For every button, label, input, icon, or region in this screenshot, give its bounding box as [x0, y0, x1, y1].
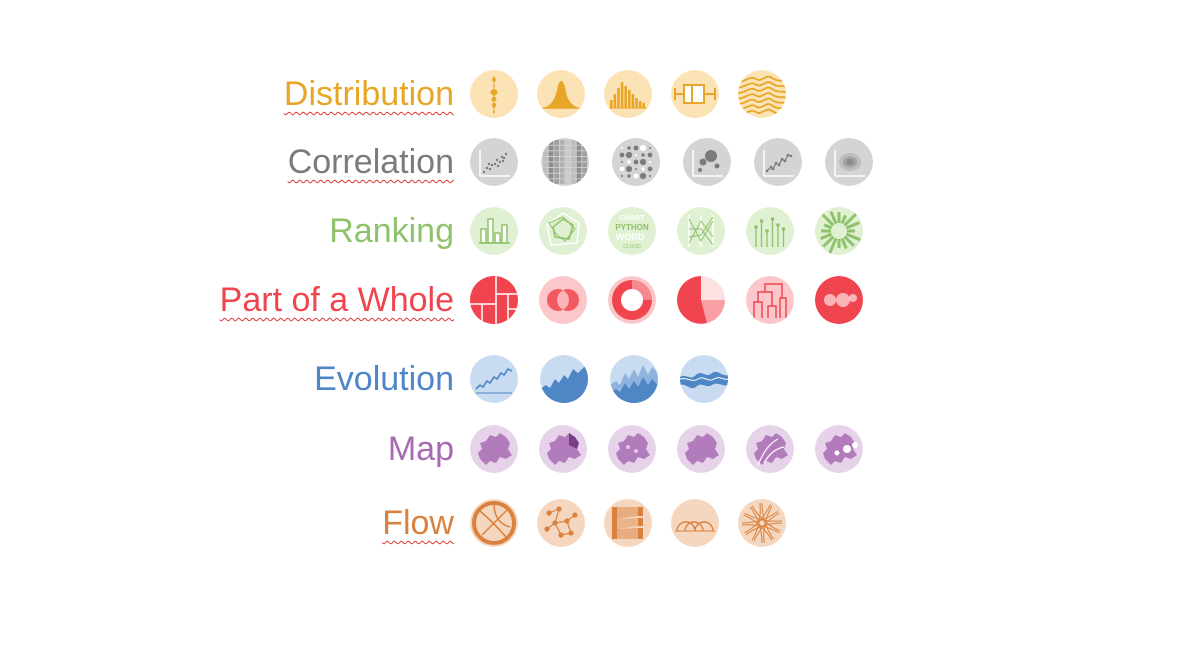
scatter-plot-icon[interactable] [470, 138, 518, 186]
density-2d-icon[interactable] [825, 138, 873, 186]
connection-map-icon[interactable] [746, 425, 794, 473]
bubble-map-icon[interactable] [815, 425, 863, 473]
spider-chart-icon[interactable] [539, 207, 587, 255]
boxplot-icon[interactable] [671, 70, 719, 118]
category-label-correlation: Correlation [287, 143, 454, 181]
category-row-evolution: Evolution [0, 355, 1180, 407]
category-label-ranking: Ranking [329, 212, 454, 250]
choropleth-icon[interactable] [539, 425, 587, 473]
sankey-icon[interactable] [604, 499, 652, 547]
category-row-distribution: Distribution [0, 70, 1180, 122]
svg-text:CLOUD: CLOUD [623, 244, 641, 250]
treemap-icon[interactable] [470, 276, 518, 324]
wordcloud-icon[interactable]: CHART PYTHON WORD CLOUD [608, 207, 656, 255]
heatmap-icon[interactable] [541, 138, 589, 186]
map-icon[interactable] [470, 425, 518, 473]
venn-diagram-icon[interactable] [539, 276, 587, 324]
dendrogram-icon[interactable] [746, 276, 794, 324]
pie-chart-icon[interactable] [677, 276, 725, 324]
category-row-correlation: Correlation [0, 138, 1180, 190]
cartogram-icon[interactable] [677, 425, 725, 473]
category-row-map: Map [0, 425, 1180, 477]
connected-scatter-icon[interactable] [754, 138, 802, 186]
category-label-flow: Flow [382, 504, 454, 542]
category-label-part-of-whole: Part of a Whole [219, 281, 454, 319]
parallel-plot-icon[interactable] [677, 207, 725, 255]
streamgraph-icon[interactable] [680, 355, 728, 403]
correlogram-icon[interactable] [612, 138, 660, 186]
donut-chart-icon[interactable] [608, 276, 656, 324]
lollipop-icon[interactable] [746, 207, 794, 255]
category-row-ranking: Ranking CHART PYTHON WORD CLOUD [0, 207, 1180, 259]
category-label-distribution: Distribution [283, 75, 454, 113]
circular-barplot-icon[interactable] [815, 207, 863, 255]
circle-packing-icon[interactable] [815, 276, 863, 324]
hexbin-map-icon[interactable] [608, 425, 656, 473]
line-chart-icon[interactable] [470, 355, 518, 403]
edge-bundling-icon[interactable] [738, 499, 786, 547]
chord-diagram-icon[interactable] [470, 499, 518, 547]
stacked-area-icon[interactable] [610, 355, 658, 403]
category-row-part-of-whole: Part of a Whole [0, 276, 1180, 328]
histogram-icon[interactable] [604, 70, 652, 118]
ridgeline-icon[interactable] [738, 70, 786, 118]
bubble-chart-icon[interactable] [683, 138, 731, 186]
svg-text:PYTHON: PYTHON [615, 223, 649, 232]
svg-text:CHART: CHART [620, 215, 645, 222]
density-plot-icon[interactable] [537, 70, 585, 118]
svg-text:WORD: WORD [616, 232, 645, 242]
barplot-icon[interactable] [470, 207, 518, 255]
area-chart-icon[interactable] [540, 355, 588, 403]
network-icon[interactable] [537, 499, 585, 547]
category-row-flow: Flow [0, 499, 1180, 551]
category-label-map: Map [387, 430, 454, 468]
arc-diagram-icon[interactable] [671, 499, 719, 547]
category-label-evolution: Evolution [314, 360, 454, 398]
violin-plot-icon[interactable] [470, 70, 518, 118]
